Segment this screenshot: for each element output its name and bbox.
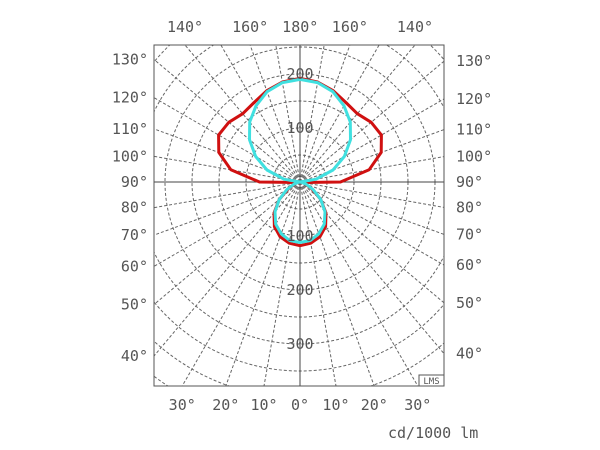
angle-label-left: 40° — [121, 347, 148, 365]
grid-radial-line — [299, 181, 444, 304]
angle-label-left: 80° — [121, 199, 148, 217]
angle-label-top: 140° — [167, 18, 203, 36]
unit-label: cd/1000 lm — [388, 424, 478, 442]
radial-tick-label: 300 — [286, 335, 313, 353]
angle-label-right: 100° — [456, 148, 492, 166]
angle-label-left: 60° — [121, 257, 148, 275]
angle-label-left: 70° — [121, 226, 148, 244]
angle-label-bottom: 30° — [169, 396, 196, 414]
angle-label-right: 130° — [456, 52, 492, 70]
grid-radial-line — [299, 45, 380, 183]
grid-radial-line — [299, 181, 337, 386]
grid-radial-line — [299, 45, 325, 183]
angle-label-right: 120° — [456, 90, 492, 108]
radial-tick-label: 200 — [286, 65, 313, 83]
angle-label-bottom: 20° — [212, 396, 239, 414]
grid-radial-line — [299, 60, 444, 183]
angle-label-left: 110° — [112, 120, 148, 138]
grid-radial-line — [154, 128, 301, 183]
grid-radial-line — [154, 97, 301, 183]
curves — [217, 76, 383, 248]
grid-radial-line — [299, 156, 444, 183]
grid-radial-line — [299, 45, 351, 183]
angle-label-right: 70° — [456, 225, 483, 243]
angle-label-right: 80° — [456, 198, 483, 216]
angle-label-bottom: 0° — [291, 396, 309, 414]
angle-label-bottom: 10° — [322, 396, 349, 414]
grid-radial-line — [299, 181, 444, 208]
angle-label-left: 130° — [112, 50, 148, 68]
grid-radial-line — [249, 45, 301, 183]
angle-label-left: 90° — [121, 173, 148, 191]
intensity-curve-2 — [248, 77, 352, 244]
angle-label-bottom: 30° — [404, 396, 431, 414]
watermark-box — [418, 374, 445, 387]
grid-radial-line — [299, 181, 444, 266]
radial-tick-label: 100 — [286, 119, 313, 137]
angle-label-bottom: 10° — [250, 396, 277, 414]
grid-radial-line — [154, 181, 301, 236]
grid — [154, 45, 444, 386]
radial-tick-label: 200 — [286, 281, 313, 299]
angle-label-left: 120° — [112, 89, 148, 107]
angle-label-left: 100° — [112, 147, 148, 165]
grid-radial-line — [299, 181, 444, 235]
angle-label-right: 60° — [456, 256, 483, 274]
grid-radial-line — [154, 59, 301, 183]
grid-radial-line — [299, 129, 444, 183]
grid-radial-line — [263, 181, 301, 386]
angle-label-top: 140° — [397, 18, 433, 36]
grid-radial-line — [154, 181, 301, 305]
angle-label-top: 160° — [332, 18, 368, 36]
grid-radial-line — [275, 45, 301, 183]
grid-radial-line — [299, 181, 419, 386]
radial-tick-label: 100 — [286, 227, 313, 245]
watermark: LMS — [423, 377, 439, 387]
grid-radial-line — [181, 181, 301, 386]
grid-radial-line — [299, 98, 444, 183]
angle-label-top: 160° — [232, 18, 268, 36]
grid-radial-line — [154, 181, 301, 267]
angle-label-top: 180° — [282, 18, 318, 36]
grid-radial-line — [220, 45, 301, 183]
angle-label-left: 50° — [121, 296, 148, 314]
angle-label-right: 110° — [456, 121, 492, 139]
labels: 140° 160° 180° 160° 140° 130° 130° 120° 120° 110°… — [112, 18, 492, 414]
plot-frame — [153, 44, 445, 387]
angle-label-right: 40° — [456, 345, 483, 363]
grid-radial-line — [225, 181, 301, 386]
angle-label-right: 50° — [456, 294, 483, 312]
angle-label-right: 90° — [456, 173, 483, 191]
grid-radial-line — [299, 181, 375, 386]
angle-label-bottom: 20° — [361, 396, 388, 414]
